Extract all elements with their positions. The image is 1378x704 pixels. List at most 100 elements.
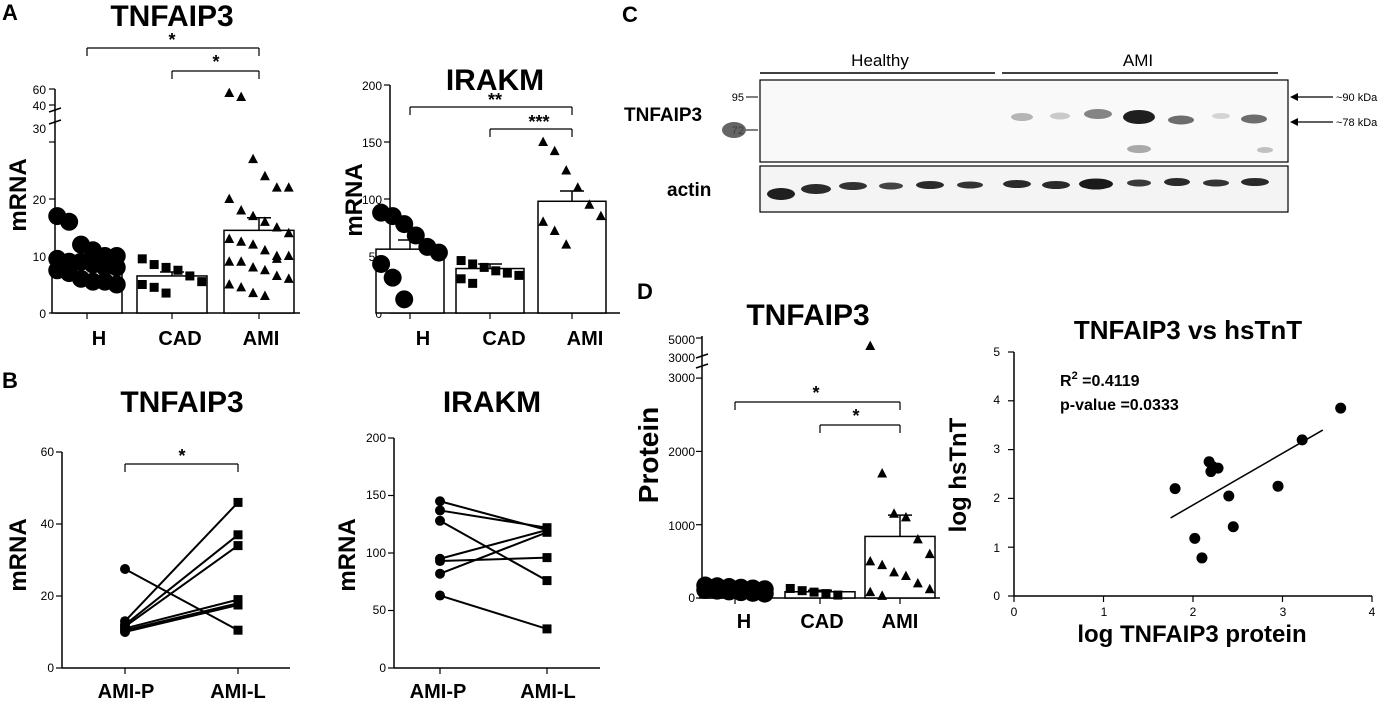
blot-band: [1168, 115, 1194, 125]
western-blot: Healthy AMI TNFAIP3 actin 95 72 ~90 kDa …: [624, 51, 1378, 213]
data-point: [584, 199, 595, 209]
arrow-78kda-head: [1290, 118, 1298, 126]
blot-band: [1050, 112, 1070, 120]
data-point: [877, 590, 888, 600]
data-point: [260, 264, 270, 275]
actin-band: [1241, 178, 1269, 186]
data-point: [1272, 480, 1284, 492]
blot-arrow-label: ~90 kDa: [1336, 92, 1378, 104]
data-point: [137, 254, 147, 264]
data-point: [561, 239, 572, 249]
data-point-pre: [435, 496, 445, 507]
pair-line: [439, 556, 548, 563]
blot-band: [1212, 113, 1230, 119]
panel-label-d: D: [637, 279, 653, 304]
pair-line: [439, 519, 548, 582]
data-point: [514, 270, 524, 280]
data-point: [912, 533, 923, 544]
arrow-90kda-head: [1290, 93, 1298, 101]
chart-b1-ylabel: mRNA: [5, 518, 32, 591]
regression-line: [1170, 429, 1324, 519]
chart-marks: [48, 47, 1373, 674]
data-point-pre: [435, 505, 445, 516]
chart-d1-category: H: [737, 611, 751, 633]
actin-band: [839, 182, 867, 190]
data-point: [456, 256, 466, 266]
data-point: [260, 244, 270, 255]
data-point-post: [542, 527, 552, 537]
data-point-post: [233, 497, 243, 507]
data-point: [1212, 462, 1224, 474]
pair-line: [439, 531, 548, 575]
chart-b1-ytick: 20: [41, 589, 55, 603]
chart-b1: TNFAIP3 mRNA 0 20 40 60 AMI-P AMI-L *: [5, 386, 266, 703]
chart-b1-sig: *: [178, 446, 185, 466]
actin-band: [1042, 181, 1070, 189]
data-point: [248, 262, 258, 272]
blot-band: [722, 122, 746, 138]
axis-break: [48, 107, 62, 113]
blot-band: [1241, 114, 1267, 124]
chart-a2-category: CAD: [482, 328, 525, 350]
chart-d1: TNFAIP3 Protein 0 1000 2000 3000 3000 50…: [633, 299, 918, 633]
chart-d2-ytick: 3: [993, 442, 1000, 456]
chart-d2-xtick: 1: [1101, 605, 1108, 619]
data-point-post: [233, 600, 243, 610]
data-point: [785, 583, 795, 593]
panel-label-b: B: [2, 368, 18, 393]
data-point: [538, 136, 549, 147]
data-point: [479, 262, 489, 272]
chart-a1-ytick: 40: [33, 99, 47, 113]
data-point: [224, 256, 235, 266]
chart-d2-ytick: 1: [993, 541, 1000, 555]
bar: [223, 229, 295, 314]
data-point: [877, 559, 888, 570]
chart-b2-category: AMI-L: [520, 681, 576, 703]
chart-b2-ylabel: mRNA: [334, 518, 361, 591]
chart-a2-category: AMI: [567, 328, 604, 350]
chart-d1-ytick: 1000: [668, 519, 695, 533]
chart-a1-ytick: 30: [33, 122, 47, 136]
chart-d1-ytick: 5000: [668, 333, 695, 347]
pair-line: [124, 534, 239, 626]
data-point: [912, 577, 923, 588]
data-point: [161, 262, 171, 272]
chart-d1-ylabel: Protein: [633, 407, 664, 503]
actin-band: [1127, 179, 1151, 187]
data-point: [372, 254, 391, 273]
data-point-pre: [435, 556, 445, 567]
chart-a2-title: IRAKM: [446, 64, 544, 97]
blot-group-label: AMI: [1123, 51, 1153, 70]
data-point: [260, 216, 270, 226]
data-point: [1335, 402, 1347, 414]
blot-band: [1127, 145, 1151, 153]
blot-loading-label: actin: [667, 180, 711, 201]
chart-b1-ytick: 40: [41, 517, 55, 531]
data-point: [107, 258, 126, 277]
data-point: [502, 268, 512, 278]
data-point: [383, 268, 402, 287]
chart-b1-category: AMI-P: [98, 681, 155, 703]
bar: [537, 200, 607, 314]
data-point: [1169, 483, 1181, 495]
data-point: [1189, 532, 1201, 544]
blot-membrane-actin: [759, 165, 1289, 213]
data-point-post: [233, 530, 243, 540]
chart-d2-ytick: 5: [993, 345, 1000, 359]
data-point: [865, 586, 876, 597]
chart-a2-ylabel: mRNA: [341, 163, 368, 236]
chart-b2-ytick: 50: [373, 603, 387, 617]
data-point: [248, 210, 258, 221]
chart-d1-ytick: 3000: [668, 351, 695, 365]
data-point: [197, 277, 207, 287]
chart-b1-title: TNFAIP3: [120, 386, 243, 419]
data-point-post: [542, 576, 552, 586]
data-point: [833, 590, 843, 600]
data-point-post: [542, 553, 552, 563]
chart-d1-category: CAD: [800, 611, 843, 633]
chart-b1-ytick: 0: [47, 661, 54, 675]
pair-line: [439, 509, 548, 529]
chart-a1-category: H: [92, 328, 106, 350]
data-point-post: [233, 541, 243, 551]
chart-b2-ytick: 150: [366, 488, 386, 502]
